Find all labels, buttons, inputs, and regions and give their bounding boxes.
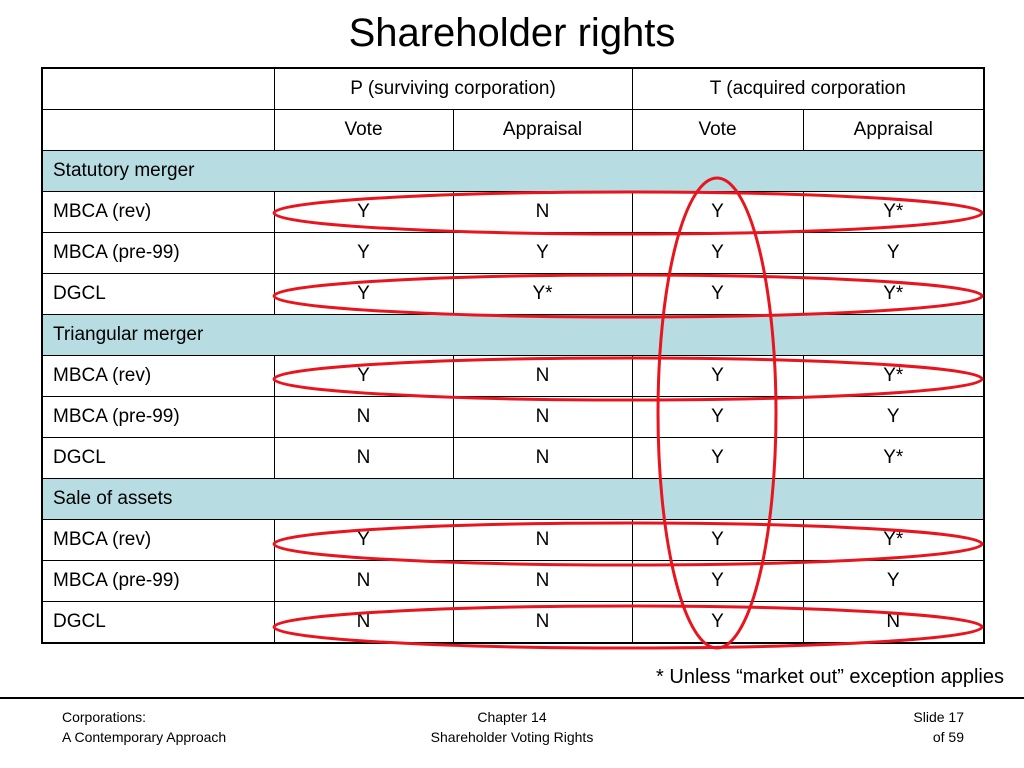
t-vote-cell: Y <box>631 437 804 479</box>
section-label: Sale of assets <box>41 478 985 520</box>
table-row: MBCA (pre-99) Y Y Y Y <box>41 232 985 274</box>
table-row: DGCL N N Y N <box>41 601 985 644</box>
t-appraisal-cell: Y <box>802 560 985 602</box>
p-vote-cell: Y <box>273 519 454 561</box>
footer-book-title: Corporations: A Contemporary Approach <box>62 707 226 747</box>
p-vote-cell: N <box>273 437 454 479</box>
p-vote-cell: Y <box>273 191 454 233</box>
header-p-group: P (surviving corporation) <box>273 67 633 110</box>
t-vote-cell: Y <box>631 191 804 233</box>
section-row-sale-of-assets: Sale of assets <box>41 478 985 520</box>
header-t-appraisal: Appraisal <box>802 109 985 151</box>
p-appraisal-cell: N <box>452 355 633 397</box>
t-appraisal-cell: Y <box>802 396 985 438</box>
t-vote-cell: Y <box>631 273 804 315</box>
t-vote-cell: Y <box>631 355 804 397</box>
p-vote-cell: Y <box>273 273 454 315</box>
section-label: Statutory merger <box>41 150 985 192</box>
footer-chapter-line1: Chapter 14 <box>477 709 547 725</box>
p-appraisal-cell: N <box>452 560 633 602</box>
row-label: MBCA (pre-99) <box>41 560 275 602</box>
row-label: MBCA (rev) <box>41 191 275 233</box>
t-vote-cell: Y <box>631 519 804 561</box>
header-p-appraisal: Appraisal <box>452 109 633 151</box>
section-row-statutory-merger: Statutory merger <box>41 150 985 192</box>
footer-divider <box>0 697 1024 699</box>
t-vote-cell: Y <box>631 396 804 438</box>
footer-book-line1: Corporations: <box>62 709 147 725</box>
p-appraisal-cell: N <box>452 437 633 479</box>
t-appraisal-cell: Y* <box>802 519 985 561</box>
footer-slide-line1: Slide 17 <box>913 709 964 725</box>
p-appraisal-cell: N <box>452 519 633 561</box>
table-row: MBCA (rev) Y N Y Y* <box>41 519 985 561</box>
footer-slide-line2: of 59 <box>932 729 964 745</box>
header-empty-cell <box>41 67 275 110</box>
footnote: * Unless “market out” exception applies <box>656 666 1004 688</box>
p-vote-cell: N <box>273 560 454 602</box>
t-appraisal-cell: N <box>802 601 985 644</box>
header-row-groups: P (surviving corporation) T (acquired co… <box>41 67 985 110</box>
row-label: MBCA (rev) <box>41 519 275 561</box>
slide-title: Shareholder rights <box>348 11 676 55</box>
row-label: MBCA (rev) <box>41 355 275 397</box>
table-row: MBCA (pre-99) N N Y Y <box>41 396 985 438</box>
p-vote-cell: N <box>273 601 454 644</box>
t-appraisal-cell: Y* <box>802 191 985 233</box>
p-vote-cell: Y <box>273 355 454 397</box>
t-appraisal-cell: Y* <box>802 273 985 315</box>
section-row-triangular-merger: Triangular merger <box>41 314 985 356</box>
header-empty-cell <box>41 109 275 151</box>
p-appraisal-cell: Y <box>452 232 633 274</box>
footer-chapter: Chapter 14 Shareholder Voting Rights <box>412 707 612 747</box>
row-label: MBCA (pre-99) <box>41 396 275 438</box>
header-row-columns: Vote Appraisal Vote Appraisal <box>41 109 985 151</box>
p-appraisal-cell: N <box>452 396 633 438</box>
table-row: DGCL N N Y Y* <box>41 437 985 479</box>
table-row: MBCA (pre-99) N N Y Y <box>41 560 985 602</box>
row-label: DGCL <box>41 273 275 315</box>
table-row: MBCA (rev) Y N Y Y* <box>41 191 985 233</box>
p-appraisal-cell: N <box>452 601 633 644</box>
row-label: DGCL <box>41 437 275 479</box>
t-vote-cell: Y <box>631 560 804 602</box>
row-label: MBCA (pre-99) <box>41 232 275 274</box>
t-vote-cell: Y <box>631 232 804 274</box>
footer-book-line2: A Contemporary Approach <box>62 729 227 745</box>
p-vote-cell: N <box>273 396 454 438</box>
t-appraisal-cell: Y* <box>802 437 985 479</box>
footer-chapter-line2: Shareholder Voting Rights <box>430 729 594 745</box>
shareholder-rights-table: P (surviving corporation) T (acquired co… <box>41 67 986 644</box>
header-t-group: T (acquired corporation <box>631 67 985 110</box>
table-row: DGCL Y Y* Y Y* <box>41 273 985 315</box>
p-appraisal-cell: Y* <box>452 273 633 315</box>
row-label: DGCL <box>41 601 275 644</box>
table-row: MBCA (rev) Y N Y Y* <box>41 355 985 397</box>
section-label: Triangular merger <box>41 314 985 356</box>
p-vote-cell: Y <box>273 232 454 274</box>
header-t-vote: Vote <box>631 109 804 151</box>
p-appraisal-cell: N <box>452 191 633 233</box>
header-p-vote: Vote <box>273 109 454 151</box>
t-appraisal-cell: Y* <box>802 355 985 397</box>
t-appraisal-cell: Y <box>802 232 985 274</box>
t-vote-cell: Y <box>631 601 804 644</box>
footer-slide-number: Slide 17 of 59 <box>913 707 964 747</box>
